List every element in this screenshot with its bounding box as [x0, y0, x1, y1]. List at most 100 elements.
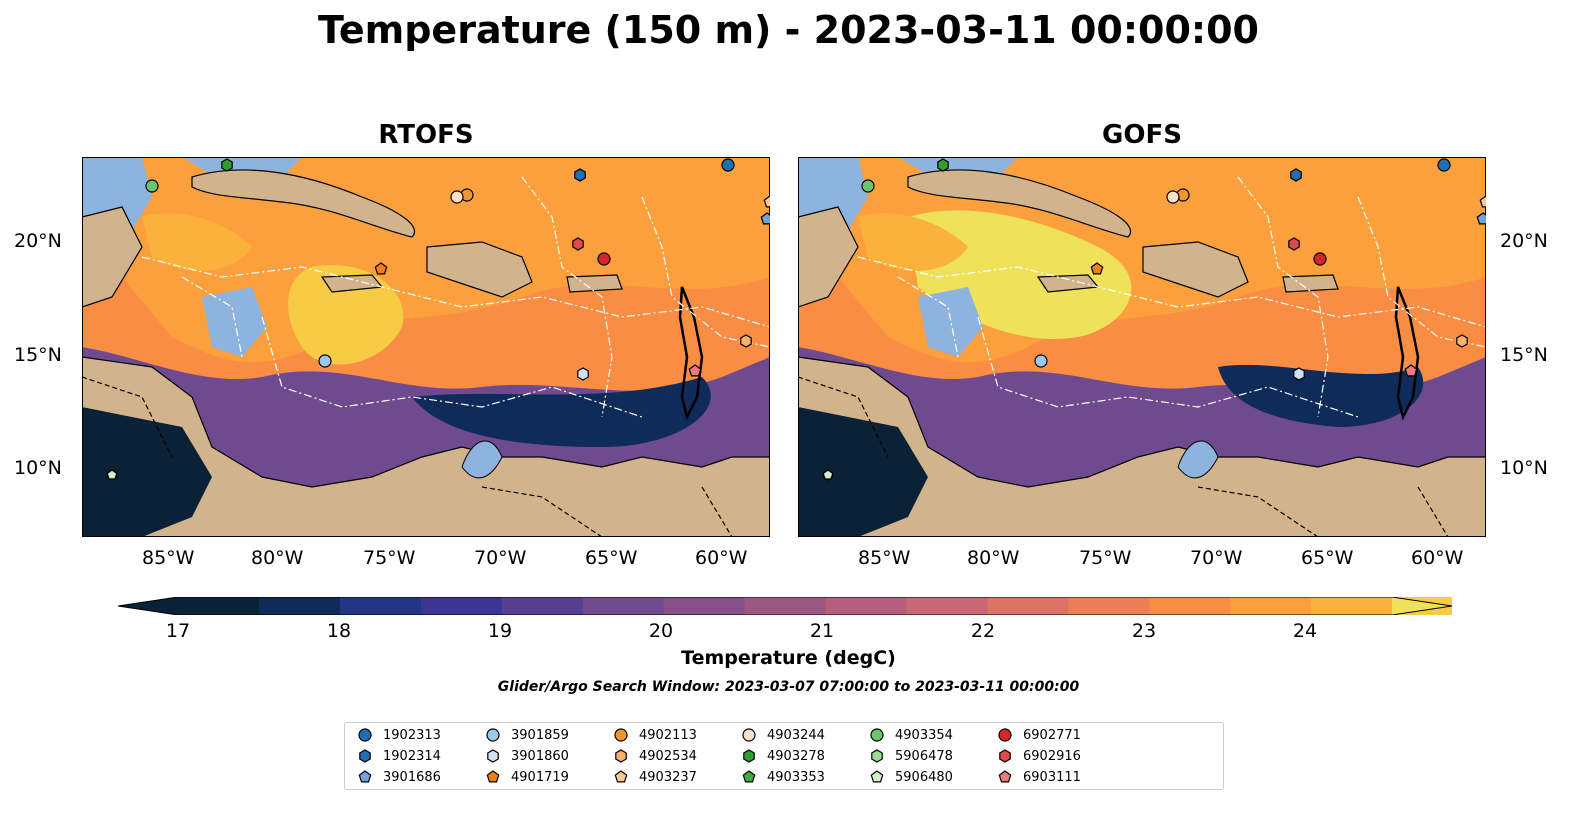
country-border — [1417, 486, 1449, 537]
colorbar-segment — [1311, 597, 1393, 615]
legend-label: 4903353 — [767, 769, 825, 785]
country-border — [798, 376, 889, 458]
colorbar-max-extension — [1392, 597, 1452, 615]
float-marker-6903111 — [688, 364, 702, 377]
float-marker-5906480 — [822, 469, 834, 480]
colorbar-tick-label: 17 — [165, 620, 191, 642]
lat-tick-label-right: 10°N — [1500, 457, 1548, 479]
legend-marker-3901859 — [486, 728, 500, 742]
lon-tick-label: 75°W — [363, 547, 416, 569]
colorbar-segment — [663, 597, 746, 615]
legend-entry: 6903111 — [997, 767, 1081, 787]
legend-entry: 4902113 — [613, 725, 697, 745]
colorbar-segment — [501, 597, 584, 615]
legend-label: 4903244 — [767, 727, 825, 743]
legend-entry: 1902313 — [357, 725, 441, 745]
legend-marker-4903278 — [743, 749, 755, 763]
lesser-antilles-islands — [1394, 286, 1420, 421]
map-frame — [82, 157, 770, 537]
legend-marker-3901860 — [487, 749, 499, 763]
search-window-text: Glider/Argo Search Window: 2023-03-07 07… — [497, 679, 1080, 695]
float-marker-4901719 — [374, 262, 388, 275]
colorbar-segment — [420, 597, 503, 615]
legend-entry: 5906478 — [869, 746, 953, 766]
hispaniola-land — [1142, 241, 1249, 298]
legend-marker-1902313 — [358, 728, 372, 742]
country-border — [481, 486, 603, 537]
lake-maracaibo — [1177, 440, 1219, 479]
colorbar-segment — [339, 597, 422, 615]
warm-eddy — [858, 213, 968, 271]
lon-tick-label: 75°W — [1079, 547, 1132, 569]
float-marker-6902771 — [1313, 252, 1327, 266]
figure-title: Temperature (150 m) - 2023-03-11 00:00:0… — [317, 8, 1259, 52]
legend-label: 1902313 — [383, 727, 441, 743]
float-marker-4902534 — [1456, 334, 1468, 348]
country-border — [82, 376, 173, 458]
legend-label: 6902771 — [1023, 727, 1081, 743]
legend-label: 4901719 — [511, 769, 569, 785]
lake-maracaibo — [461, 440, 503, 479]
lesser-antilles-islands — [678, 286, 704, 421]
float-marker-6902916 — [1288, 237, 1300, 251]
lon-tick-label: 85°W — [142, 547, 195, 569]
map-panel-gofs — [798, 157, 1486, 537]
float-marker-4903237 — [1479, 195, 1486, 208]
float-marker-3901859 — [1034, 354, 1048, 368]
legend-entry: 3901686 — [357, 767, 441, 787]
legend-entry: 6902771 — [997, 725, 1081, 745]
float-marker-4903354 — [861, 179, 875, 193]
float-marker-4901719 — [1090, 262, 1104, 275]
legend-label: 4903237 — [639, 769, 697, 785]
lon-tick-label: 85°W — [858, 547, 911, 569]
legend-entry: 4903278 — [741, 746, 825, 766]
float-marker-3901860 — [577, 367, 589, 381]
float-marker-3901686 — [760, 212, 770, 225]
legend-entry: 4903354 — [869, 725, 953, 745]
colorbar-tick-label: 22 — [970, 620, 996, 642]
colorbar-min-extension — [118, 597, 178, 615]
legend-label: 3901860 — [511, 748, 569, 764]
legend-label: 4902113 — [639, 727, 697, 743]
legend-entry: 3901860 — [485, 746, 569, 766]
float-marker-4903278 — [937, 158, 949, 172]
yucatan-land — [82, 206, 143, 308]
legend-label: 4903354 — [895, 727, 953, 743]
hispaniola-land — [426, 241, 533, 298]
legend-label: 3901859 — [511, 727, 569, 743]
legend-marker-4903237 — [614, 770, 628, 783]
colorbar-tick-label: 19 — [487, 620, 513, 642]
lon-tick-label: 60°W — [1411, 547, 1464, 569]
legend-marker-6902771 — [998, 728, 1012, 742]
colorbar-segment — [178, 597, 260, 615]
legend-marker-4902534 — [615, 749, 627, 763]
colorbar-segment — [1230, 597, 1312, 615]
cold-water-region — [1218, 364, 1424, 427]
eez-boundary — [181, 276, 243, 358]
warmest-water-region — [288, 265, 404, 365]
legend-marker-5906478 — [871, 749, 883, 763]
colorbar — [117, 596, 1474, 616]
colorbar-segment — [1068, 597, 1150, 615]
float-marker-3901859 — [318, 354, 332, 368]
pacific-ocean — [798, 407, 928, 537]
pacific-ocean — [82, 407, 212, 537]
float-marker-4903237 — [763, 195, 770, 208]
puerto-rico-land — [1282, 274, 1339, 293]
lon-tick-label: 70°W — [474, 547, 527, 569]
legend-entry: 6902916 — [997, 746, 1081, 766]
float-marker-1902314 — [574, 168, 586, 182]
cuba-land — [907, 169, 1132, 238]
legend-label: 6902916 — [1023, 748, 1081, 764]
float-marker-6902916 — [572, 237, 584, 251]
legend-label: 1902314 — [383, 748, 441, 764]
lat-tick-label-right: 20°N — [1500, 230, 1548, 252]
legend-marker-6903111 — [998, 770, 1012, 783]
colorbar-tick-label: 18 — [326, 620, 352, 642]
lon-tick-label: 60°W — [695, 547, 748, 569]
colorbar-segment — [1149, 597, 1231, 615]
legend-marker-1902314 — [359, 749, 371, 763]
legend-entry: 4902534 — [613, 746, 697, 766]
legend-marker-3901686 — [358, 770, 372, 783]
eez-boundary — [857, 256, 1486, 328]
